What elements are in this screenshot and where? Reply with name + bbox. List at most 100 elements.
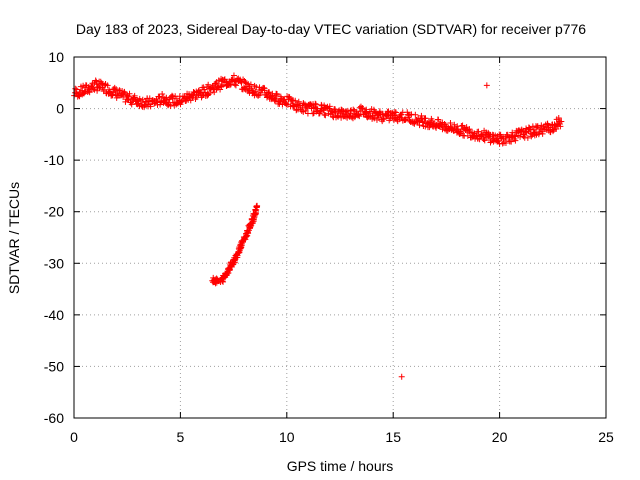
x-tick-label: 5 [177, 429, 185, 445]
data-point [355, 111, 362, 118]
x-axis-label: GPS time / hours [287, 458, 394, 474]
y-tick-label: -10 [44, 152, 64, 168]
data-point [323, 104, 330, 111]
data-point [254, 203, 261, 210]
data-point [164, 102, 171, 109]
data-point [391, 109, 398, 116]
data-point [416, 122, 423, 129]
data-point [370, 114, 377, 121]
data-point [226, 82, 233, 89]
data-point [322, 112, 329, 119]
data-point [72, 85, 79, 92]
data-point [141, 102, 148, 109]
data-point [205, 81, 212, 88]
data-point [139, 96, 146, 103]
data-points [71, 72, 565, 380]
data-point [392, 109, 399, 116]
data-point [331, 109, 338, 116]
data-point [91, 86, 98, 93]
data-point [481, 137, 488, 144]
data-point [116, 87, 123, 94]
data-point [508, 138, 515, 145]
data-point [252, 207, 259, 214]
data-point [240, 76, 247, 83]
data-point [272, 95, 279, 102]
x-tick-label: 20 [492, 429, 508, 445]
data-point [273, 92, 280, 99]
data-point [429, 117, 436, 124]
data-point [98, 80, 105, 87]
ticks: 0 5 10 15 20 25 10 0 -10 -20 -30 -40 -50 -60 [44, 49, 614, 445]
data-point [356, 113, 363, 120]
y-tick-label: -20 [44, 204, 64, 220]
data-point [159, 90, 166, 97]
data-point [398, 373, 405, 380]
data-point [334, 112, 341, 119]
data-point [518, 126, 525, 133]
data-point [312, 101, 319, 108]
data-point [156, 93, 163, 100]
data-point [475, 128, 482, 135]
data-point [321, 111, 328, 118]
data-point [380, 116, 387, 123]
data-point [364, 114, 371, 121]
data-point [167, 102, 174, 109]
data-point [147, 103, 154, 110]
x-tick-label: 0 [70, 429, 78, 445]
data-point [350, 106, 357, 113]
y-tick-label: -60 [44, 410, 64, 426]
data-point [329, 113, 336, 120]
data-point [558, 118, 565, 125]
data-point [550, 128, 557, 135]
data-point [466, 126, 473, 133]
data-point [557, 123, 564, 130]
data-point [252, 88, 259, 95]
data-point [343, 109, 350, 116]
data-point [524, 134, 531, 141]
data-point [145, 97, 152, 104]
data-point [553, 126, 560, 133]
chart-title: Day 183 of 2023, Sidereal Day-to-day VTE… [76, 21, 586, 37]
data-point [304, 110, 311, 117]
data-point [111, 84, 118, 91]
data-point [90, 85, 97, 92]
data-point [104, 82, 111, 89]
y-tick-label: 0 [56, 101, 64, 117]
data-point [292, 97, 299, 104]
data-point [555, 114, 562, 121]
x-tick-label: 15 [385, 429, 401, 445]
data-point [113, 86, 120, 93]
data-point [381, 115, 388, 122]
data-point [534, 124, 541, 131]
data-point [245, 230, 252, 237]
data-point [231, 81, 238, 88]
data-point [359, 105, 366, 112]
data-point [405, 114, 412, 121]
data-point [128, 101, 135, 108]
x-tick-label: 10 [279, 429, 295, 445]
data-point [312, 100, 319, 107]
data-point [526, 124, 533, 131]
data-point [221, 76, 228, 83]
data-point [257, 89, 264, 96]
data-point [131, 92, 138, 99]
data-point [266, 89, 273, 96]
y-tick-label: -30 [44, 255, 64, 271]
data-point [458, 122, 465, 129]
data-point [247, 81, 254, 88]
data-point [485, 131, 492, 138]
data-point [412, 111, 419, 118]
x-tick-label: 25 [598, 429, 614, 445]
data-point [151, 100, 158, 107]
data-point [522, 128, 529, 135]
y-tick-label: -50 [44, 358, 64, 374]
data-point [483, 82, 490, 89]
data-point [232, 82, 239, 89]
data-point [418, 112, 425, 119]
data-point [309, 110, 316, 117]
data-point [512, 133, 519, 140]
y-tick-label: 10 [48, 49, 64, 65]
data-point [201, 86, 208, 93]
